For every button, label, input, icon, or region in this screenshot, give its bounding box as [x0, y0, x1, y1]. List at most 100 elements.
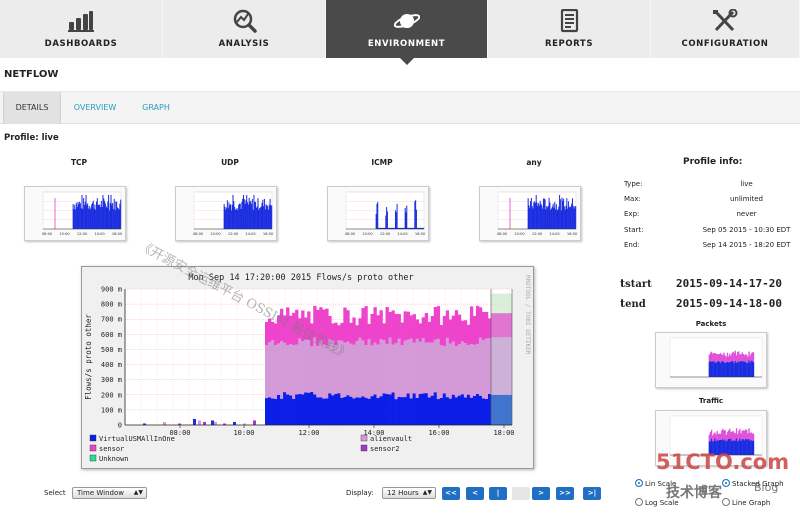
thumb-bar [547, 205, 549, 229]
chart-bar-alienvault [337, 340, 341, 394]
chart-bar-alienvault [361, 340, 365, 397]
chart-bar-alienvault [328, 339, 332, 394]
main-flows-chart[interactable]: Mon Sep 14 17:20:00 2015 Flows/s proto o… [81, 266, 534, 469]
info-value: live [740, 180, 753, 188]
chart-bar-virtualusm [313, 394, 317, 425]
mini-bar-pink [724, 355, 726, 364]
display-dropdown[interactable]: 12 Hours ▲▼ [382, 487, 436, 499]
mini-bar-blue [726, 440, 729, 455]
nav-environment[interactable]: ENVIRONMENT [326, 0, 488, 65]
thumb-chart-any[interactable]: 08:00 10:00 12:00 14:00 16:00 [479, 186, 581, 241]
mini-bar-blue [709, 441, 712, 455]
tend-label: tend [620, 297, 646, 310]
log-scale-radio[interactable]: Log Scale [635, 498, 679, 507]
thumb-bar [254, 201, 256, 229]
mini-bar-blue [730, 361, 732, 377]
thumb-bar [230, 210, 232, 229]
thumb-bar [386, 207, 388, 229]
chart-bar-virtualusm [469, 397, 474, 425]
chart-bar-sensor [430, 316, 435, 343]
chart-bar-sensor [310, 323, 314, 347]
thumb-chart-icmp[interactable]: 08:00 10:00 12:00 14:00 16:00 [327, 186, 429, 241]
thumb-bar [561, 197, 563, 229]
cursor-button[interactable]: | [489, 487, 507, 500]
mini-bar-pink [749, 432, 751, 441]
thumb-bar [102, 194, 104, 229]
select-dropdown[interactable]: Time Window ▲▼ [72, 487, 147, 499]
nav-dashboards[interactable]: DASHBOARDS [0, 0, 163, 58]
mini-bar-pink [739, 428, 741, 439]
mini-bar-pink [714, 432, 716, 439]
thumb-bar [91, 202, 93, 229]
mini-bar-pink [736, 352, 739, 363]
chart-bar-alienvault [487, 338, 492, 394]
thumb-bar [227, 208, 229, 229]
prev-page-button[interactable]: < [466, 487, 484, 500]
chart-bar-virtualusm [337, 393, 341, 425]
chart-bar-alienvault [448, 343, 453, 399]
stacked-graph-radio[interactable]: Stacked Graph [722, 479, 784, 488]
nav-configuration[interactable]: CONFIGURATION [651, 0, 800, 58]
chart-bar-virtualusm [349, 396, 353, 425]
nav-analysis[interactable]: ANALYSIS [163, 0, 326, 58]
info-value: Sep 14 2015 - 18:20 EDT [702, 241, 791, 249]
legend-swatch [89, 444, 97, 452]
mini-bar-blue [731, 360, 733, 377]
thumb-bar [534, 201, 536, 229]
mini-bar-blue [738, 440, 740, 455]
thumb-tick-label: 12:00 [532, 232, 543, 236]
thumb-bar [85, 194, 87, 229]
chart-bar-virtualusm [286, 394, 290, 425]
thumb-bar [251, 203, 253, 229]
thumb-chart-tcp[interactable]: 08:00 10:00 12:00 14:00 16:00 [24, 186, 126, 241]
chart-bar-sensor [289, 315, 293, 345]
nav-reports[interactable]: REPORTS [488, 0, 651, 58]
chart-bar-sensor [427, 321, 432, 343]
thumb-bar [533, 202, 535, 229]
chart-bar-virtualusm [340, 397, 344, 425]
line-graph-radio[interactable]: Line Graph [722, 498, 770, 507]
thumb-bar [420, 227, 422, 229]
x-tick-label: 14:00 [363, 429, 384, 437]
bar-chart-icon [68, 11, 94, 32]
thumb-tick-label: 10:00 [210, 232, 221, 236]
thumb-bar [406, 205, 408, 229]
tools-icon [713, 9, 738, 32]
thumb-bar [572, 205, 574, 229]
thumb-tick-label: 14:00 [397, 232, 408, 236]
last-page-button[interactable]: >| [583, 487, 601, 500]
thumb-bar [104, 203, 106, 229]
mini-bar-pink [741, 352, 743, 361]
thumb-chart-udp[interactable]: 08:00 10:00 12:00 14:00 16:00 [175, 186, 277, 241]
mini-bar-blue [714, 438, 716, 455]
first-page-button[interactable]: << [442, 487, 460, 500]
thumb-bar [86, 204, 88, 229]
thumb-tick-label: 12:00 [380, 232, 391, 236]
mini-bar-blue [751, 440, 754, 455]
next-fast-button[interactable]: >> [556, 487, 574, 500]
mini-bar-pink [727, 356, 730, 363]
thumb-tick-label: 08:00 [193, 232, 204, 236]
mini-bar-blue [721, 439, 723, 455]
thumb-bar [242, 194, 244, 229]
next-page-button[interactable]: > [532, 487, 550, 500]
lin-scale-radio[interactable]: Lin Scale [635, 479, 676, 488]
thumb-bar [235, 209, 237, 229]
tab-graph[interactable]: GRAPH [142, 103, 170, 112]
chart-bar-virtualusm [385, 393, 389, 425]
chart-bar-virtualusm [421, 393, 426, 425]
thumb-bar [393, 227, 395, 229]
mini-chart-traffic[interactable] [655, 410, 767, 466]
mini-bar-blue [723, 440, 725, 455]
mini-bar-blue [715, 362, 717, 377]
tab-details[interactable]: DETAILS [3, 92, 61, 124]
mini-bar-blue [729, 361, 731, 377]
chart-bar-sensor [382, 323, 386, 341]
chart-bar-sensor [385, 306, 389, 344]
tab-overview[interactable]: OVERVIEW [73, 103, 117, 112]
chart-bar-sensor [472, 315, 477, 345]
thumb-bar [560, 210, 562, 229]
mini-chart-packets[interactable] [655, 332, 767, 388]
chart-bar-alienvault [304, 339, 308, 393]
thumb-bar [559, 199, 561, 229]
